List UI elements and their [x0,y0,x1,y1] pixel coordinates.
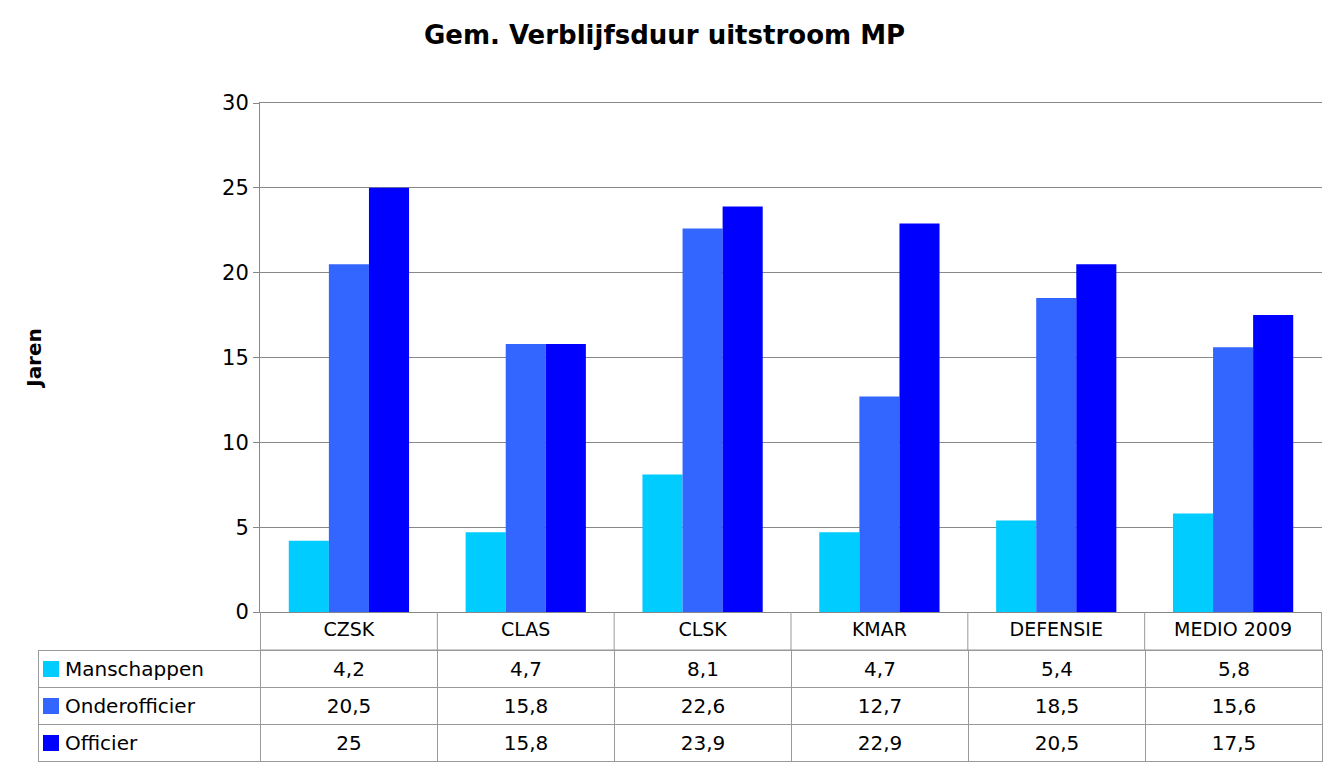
html-text:15,8: 15,8 [503,731,549,755]
svg-text:Jaren: Jaren [22,328,46,389]
svg-text:Gem. Verblijfsduur uitstroom M: Gem. Verblijfsduur uitstroom MP [424,20,905,50]
html-text:18,5: 18,5 [1034,694,1080,718]
svg-text:MEDIO 2009: MEDIO 2009 [1174,618,1292,640]
svg-text:CZSK: CZSK [324,618,375,640]
html-text:22,6: 22,6 [680,694,726,718]
svg-text:DEFENSIE: DEFENSIE [1010,618,1103,640]
html-text:12,7: 12,7 [857,694,903,718]
html-text:Manschappen: Manschappen [65,657,204,681]
svg-text:0: 0 [235,600,248,624]
html-text:22,9: 22,9 [857,731,903,755]
html-text:20,5: 20,5 [1034,731,1080,755]
svg-text:10: 10 [222,431,249,455]
svg-text:30: 30 [222,91,249,115]
svg-text:CLAS: CLAS [501,618,550,640]
html-text:8,1: 8,1 [687,657,719,681]
html-text:Onderofficier: Onderofficier [65,694,195,718]
html-text:4,7: 4,7 [510,657,542,681]
html-text:5,4: 5,4 [1041,657,1073,681]
svg-text:20: 20 [222,261,249,285]
html-text:25: 25 [336,731,362,755]
html-text:23,9: 23,9 [680,731,726,755]
svg-text:15: 15 [222,346,249,370]
html-text:15,6: 15,6 [1211,694,1257,718]
html-text:4,7: 4,7 [864,657,896,681]
html-text:20,5: 20,5 [326,694,372,718]
svg-text:CLSK: CLSK [678,618,727,640]
html-text:15,8: 15,8 [503,694,549,718]
html-text:Officier: Officier [65,731,138,755]
html-text:5,8: 5,8 [1218,657,1250,681]
svg-text:25: 25 [222,176,249,200]
html-text:17,5: 17,5 [1211,731,1257,755]
svg-text:KMAR: KMAR [852,618,907,640]
svg-text:5: 5 [235,516,248,540]
html-text:4,2: 4,2 [333,657,365,681]
